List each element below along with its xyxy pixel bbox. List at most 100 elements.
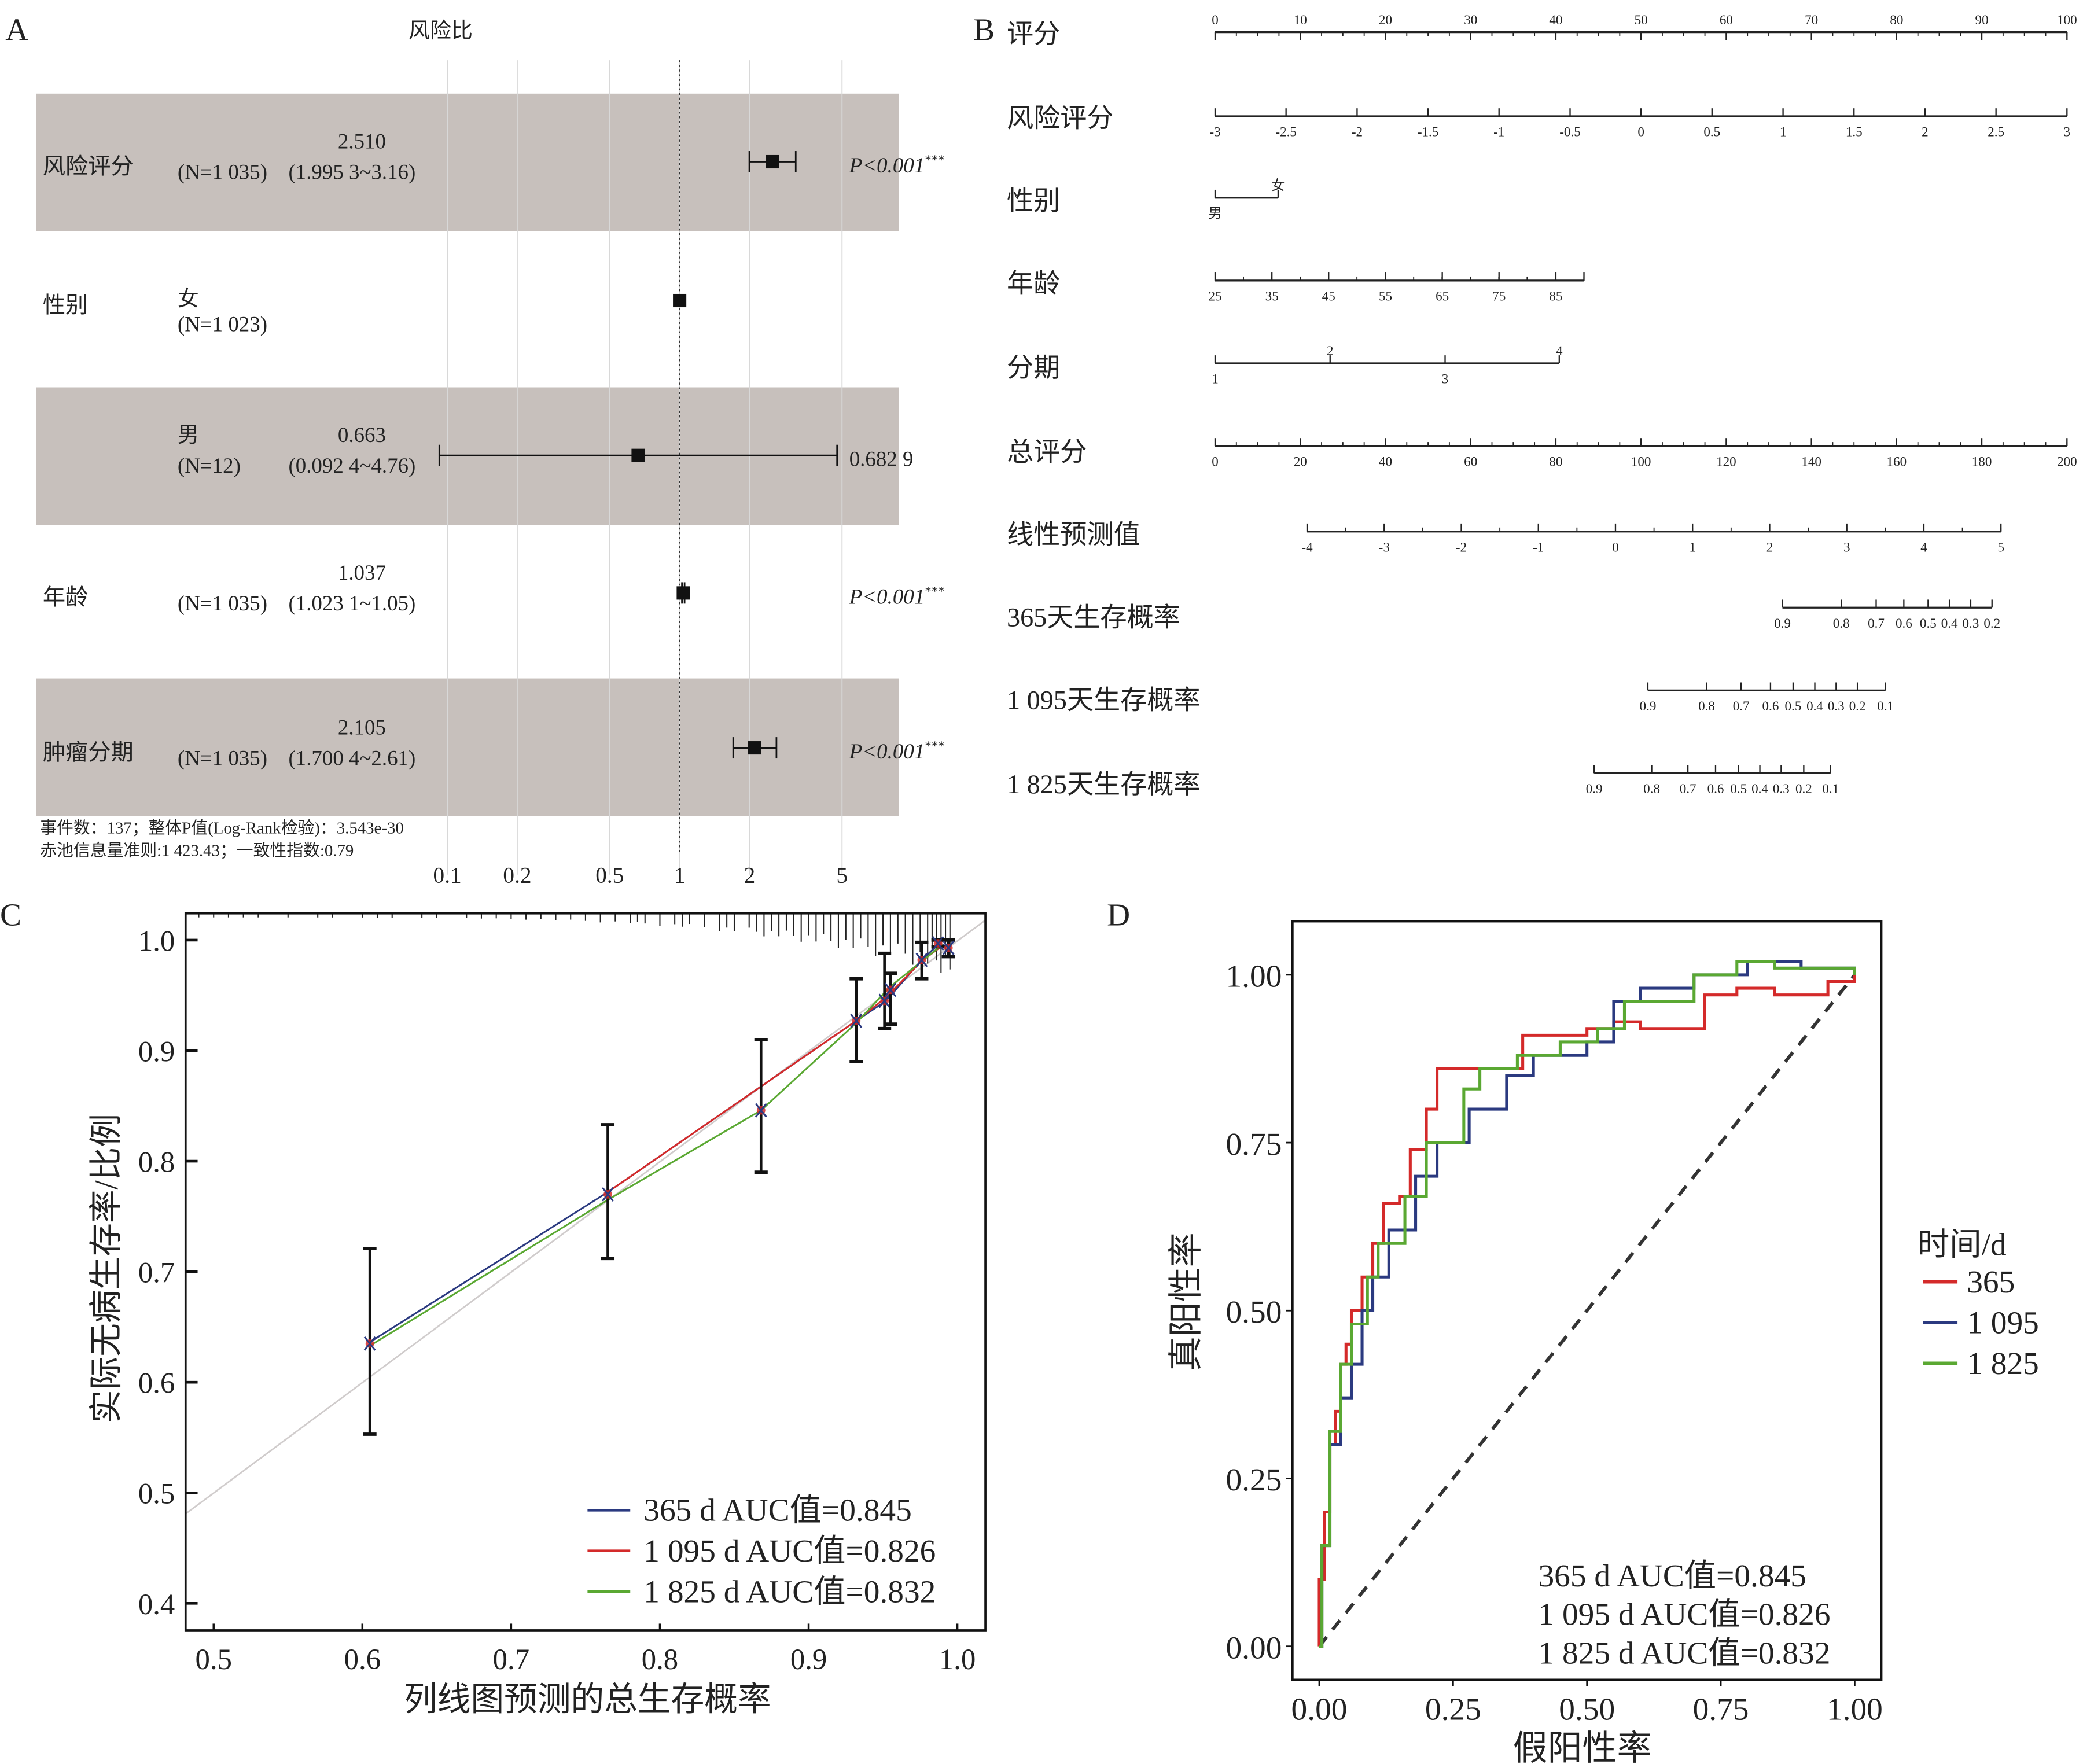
row-hr-label: 0.663 [338, 423, 386, 447]
x-tick-label: 0.1 [433, 863, 462, 888]
tick-label: 1 [1780, 124, 1787, 139]
tick-label: 60 [1720, 12, 1733, 27]
data-point-x-marker [850, 1013, 863, 1028]
footer-note: 事件数：137；整体P值(Log-Rank检验)：3.543e-30 [40, 819, 404, 837]
row-p-value: P<0.001*** [849, 584, 945, 609]
p-value-text: 0.682 9 [849, 447, 914, 471]
tick-label: 65 [1436, 289, 1449, 304]
tick-label: 男 [1208, 205, 1221, 220]
nomogram-row-label: 评分 [1007, 19, 1060, 49]
data-point-x-marker [942, 940, 955, 955]
series-line-green [369, 944, 943, 1347]
tick-label: 0.9 [1586, 781, 1603, 796]
tick-label: 0 [1612, 539, 1619, 554]
tick-label: 0.7 [1868, 616, 1885, 631]
tick-label: 75 [1492, 289, 1506, 304]
legend-label: 1 095 d AUC值=0.826 [643, 1533, 936, 1568]
row-p-value: P<0.001*** [849, 152, 945, 177]
row-hr-label: 2.510 [338, 129, 386, 153]
tick-label: 0.5 [1785, 698, 1802, 713]
tick-label: 0.2 [1849, 698, 1866, 713]
tick-label: 140 [1801, 454, 1821, 469]
panel-label-c: C [0, 897, 21, 933]
tick-label: 60 [1464, 454, 1477, 469]
x-tick-label: 0.7 [493, 1643, 529, 1675]
y-tick-label: 0.7 [138, 1257, 175, 1289]
x-tick-label: 0.5 [595, 863, 624, 888]
tick-label: 0.5 [1703, 124, 1720, 139]
tick-label: 0.5 [1730, 781, 1747, 796]
tick-label: 20 [1379, 12, 1392, 27]
row-hr-label: 1.037 [338, 561, 386, 584]
legend-label: 365 d AUC值=0.845 [643, 1493, 912, 1528]
auc-annotation: 1 095 d AUC值=0.826 [1538, 1597, 1830, 1632]
tick-label: 160 [1887, 454, 1907, 469]
x-tick-label: 2 [744, 863, 756, 888]
tick-label: 0.8 [1833, 616, 1850, 631]
tick-label: -0.5 [1559, 124, 1581, 139]
tick-label: 0 [1637, 124, 1644, 139]
row-p-value: 0.682 9 [849, 447, 914, 471]
tick-label: 40 [1549, 12, 1562, 27]
y-tick-label: 0.8 [138, 1146, 175, 1179]
series-line-red [607, 945, 943, 1193]
panel-label-a: A [5, 12, 28, 47]
y-tick-label: 0.9 [138, 1035, 175, 1067]
tick-label: 4 [1920, 539, 1927, 554]
tick-label: 200 [2057, 454, 2077, 469]
tick-label: 女 [1271, 178, 1285, 193]
auc-annotation: 365 d AUC值=0.845 [1538, 1558, 1806, 1593]
tick-label: 4 [1556, 343, 1563, 358]
nomogram-row-label: 1 825天生存概率 [1007, 769, 1201, 799]
y-tick-label: 0.50 [1225, 1294, 1282, 1330]
row-variable-label: 肿瘤分期 [43, 739, 134, 765]
nomogram-row-label: 365天生存概率 [1007, 603, 1180, 632]
footer-note: 赤池信息量准则:1 423.43；一致性指数:0.79 [40, 841, 354, 860]
y-tick-label: 0.75 [1225, 1126, 1282, 1162]
tick-label: 2 [1766, 539, 1773, 554]
hr-point [676, 586, 690, 600]
significance-stars: *** [925, 152, 945, 167]
row-ci-label: (1.700 4~2.61) [288, 746, 415, 771]
row-p-value: P<0.001*** [849, 738, 945, 763]
tick-label: 0.6 [1707, 781, 1724, 796]
tick-label: 0 [1212, 12, 1219, 27]
roc-curve-green [1319, 960, 1856, 1648]
tick-label: 0.4 [1806, 698, 1823, 713]
tick-label: -2 [1456, 539, 1467, 554]
data-point-x-marker [932, 936, 944, 951]
tick-label: -1.5 [1418, 124, 1439, 139]
row-group-label: 女 [178, 287, 199, 311]
tick-label: 0.6 [1896, 616, 1912, 631]
hr-point [766, 154, 779, 169]
x-tick-label: 0.5 [196, 1643, 232, 1675]
tick-label: 2 [1922, 124, 1929, 139]
x-tick-label: 0.25 [1425, 1692, 1481, 1727]
x-tick-label: 0.8 [642, 1643, 678, 1675]
tick-label: -3 [1379, 539, 1390, 554]
data-point-x-marker [878, 993, 891, 1008]
y-tick-label: 0.25 [1225, 1462, 1282, 1497]
p-value-text: P<0.001 [849, 153, 925, 177]
y-tick-label: 0.4 [138, 1588, 175, 1621]
x-tick-label: 1.00 [1827, 1692, 1883, 1727]
tick-label: 50 [1635, 12, 1648, 27]
row-n-label: (N=1 023) [178, 312, 267, 337]
row-ci-label: (1.023 1~1.05) [288, 591, 415, 616]
nomogram-row-label: 年龄 [1007, 269, 1060, 299]
tick-label: 1 [1212, 371, 1219, 386]
row-ci-label: (0.092 4~4.76) [288, 454, 415, 478]
row-variable-label: 性别 [43, 293, 88, 318]
x-tick-label: 0.9 [790, 1643, 827, 1675]
tick-label: 0 [1212, 454, 1219, 469]
nomogram-row-label: 总评分 [1007, 437, 1087, 466]
tick-label: 2.5 [1988, 124, 2004, 139]
nomogram-row-label: 1 095天生存概率 [1007, 686, 1201, 715]
y-tick-label: 1.0 [138, 925, 175, 957]
panel-label-b: B [973, 12, 995, 47]
tick-label: 1.5 [1846, 124, 1863, 139]
series-line-blue [372, 942, 951, 1341]
tick-label: -2 [1352, 124, 1363, 139]
tick-label: 40 [1379, 454, 1392, 469]
